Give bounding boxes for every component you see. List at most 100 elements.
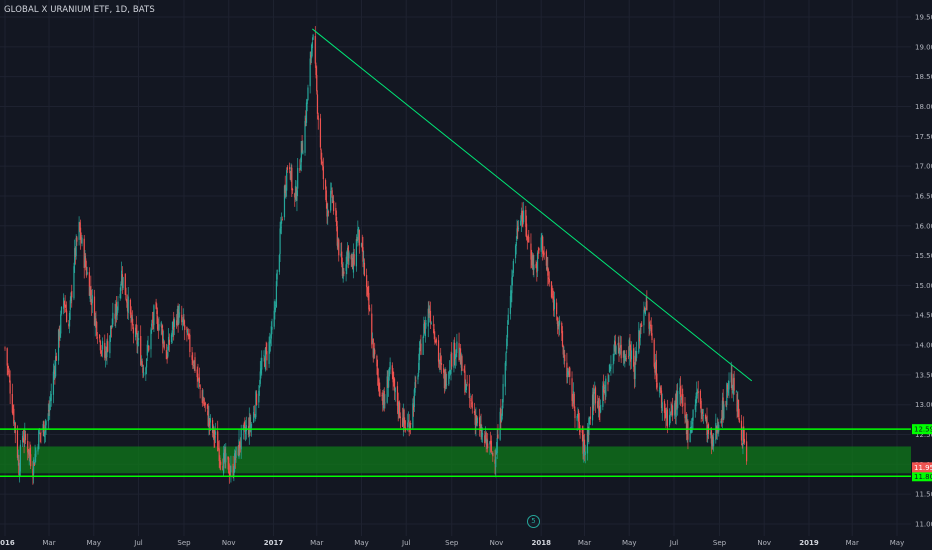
candle[interactable] — [653, 337, 655, 369]
candle[interactable] — [63, 293, 65, 315]
candle[interactable] — [120, 281, 122, 299]
candle[interactable] — [184, 320, 186, 341]
candle[interactable] — [9, 370, 11, 404]
candle[interactable] — [132, 310, 134, 330]
candle[interactable] — [684, 397, 686, 424]
candle[interactable] — [396, 381, 399, 415]
candle[interactable] — [617, 336, 619, 354]
candle[interactable] — [311, 37, 313, 57]
candle[interactable] — [605, 375, 607, 400]
candle[interactable] — [248, 407, 250, 445]
candle[interactable] — [27, 449, 30, 459]
candle[interactable] — [71, 284, 73, 308]
candle[interactable] — [239, 441, 241, 456]
candle[interactable] — [558, 315, 561, 336]
candle[interactable] — [70, 291, 72, 304]
candle[interactable] — [597, 395, 599, 409]
candle[interactable] — [66, 301, 68, 323]
candle[interactable] — [101, 337, 104, 358]
candle[interactable] — [440, 355, 443, 374]
candle[interactable] — [737, 391, 739, 417]
candle[interactable] — [677, 382, 679, 416]
candle[interactable] — [419, 339, 421, 352]
candle[interactable] — [424, 316, 426, 343]
candle[interactable] — [24, 422, 26, 448]
candle[interactable] — [8, 365, 10, 375]
time-axis[interactable]: 2016 Mar May Jul Sep Nov 2017 Mar May Jul Sep Nov 20… — [0, 536, 932, 550]
candle[interactable] — [310, 51, 312, 65]
candle[interactable] — [561, 321, 563, 341]
candle[interactable] — [214, 430, 216, 448]
candle[interactable] — [217, 441, 220, 450]
candle[interactable] — [81, 235, 83, 247]
candle[interactable] — [490, 431, 492, 453]
candle[interactable] — [638, 330, 641, 349]
candle[interactable] — [535, 260, 537, 269]
candle[interactable] — [553, 291, 556, 317]
candle[interactable] — [366, 286, 368, 298]
candle[interactable] — [242, 424, 245, 440]
candle[interactable] — [542, 235, 544, 261]
candle[interactable] — [202, 389, 204, 401]
candle[interactable] — [18, 454, 20, 476]
candle[interactable] — [294, 180, 297, 202]
candle[interactable] — [435, 337, 437, 346]
candle[interactable] — [196, 366, 198, 388]
candle[interactable] — [536, 261, 538, 282]
candle[interactable] — [557, 321, 559, 330]
candle[interactable] — [502, 374, 504, 409]
candle[interactable] — [461, 354, 463, 372]
candle[interactable] — [332, 196, 334, 204]
candle[interactable] — [429, 301, 432, 329]
candle[interactable] — [507, 308, 509, 326]
candle[interactable] — [181, 305, 183, 326]
candle[interactable] — [536, 250, 539, 278]
candle[interactable] — [268, 336, 270, 368]
candle[interactable] — [8, 368, 11, 383]
candle[interactable] — [743, 416, 745, 444]
candle[interactable] — [679, 378, 681, 405]
candle[interactable] — [383, 387, 385, 412]
candle[interactable] — [458, 332, 460, 362]
candle[interactable] — [93, 289, 96, 326]
candle[interactable] — [125, 287, 127, 301]
candle[interactable] — [54, 365, 56, 385]
candle[interactable] — [50, 383, 52, 407]
candle[interactable] — [340, 242, 342, 258]
candle[interactable] — [253, 405, 256, 418]
candle[interactable] — [433, 323, 435, 340]
candle[interactable] — [517, 220, 519, 240]
candle[interactable] — [290, 163, 292, 182]
candle[interactable] — [378, 377, 380, 396]
candle[interactable] — [497, 424, 499, 439]
candle[interactable] — [337, 236, 339, 251]
candle[interactable] — [181, 319, 184, 331]
candle[interactable] — [362, 236, 364, 268]
candle[interactable] — [379, 382, 381, 398]
candle[interactable] — [48, 400, 50, 417]
candle[interactable] — [674, 393, 677, 424]
candle[interactable] — [227, 456, 229, 470]
candle[interactable] — [207, 403, 209, 428]
candle[interactable] — [505, 351, 507, 371]
candle[interactable] — [671, 397, 674, 422]
candle[interactable] — [122, 276, 124, 291]
candle[interactable] — [22, 429, 24, 443]
candle[interactable] — [104, 334, 106, 361]
candle[interactable] — [593, 388, 595, 411]
candle[interactable] — [655, 353, 657, 376]
candle[interactable] — [394, 386, 396, 402]
candle[interactable] — [608, 374, 610, 383]
candle[interactable] — [225, 443, 227, 469]
candle[interactable] — [526, 236, 528, 250]
candle[interactable] — [725, 400, 727, 408]
candle[interactable] — [161, 323, 163, 335]
candle[interactable] — [208, 405, 210, 436]
candle[interactable] — [398, 401, 400, 419]
candle[interactable] — [615, 344, 617, 355]
candle[interactable] — [448, 360, 451, 379]
candle[interactable] — [599, 406, 601, 422]
candle[interactable] — [532, 253, 534, 276]
candle[interactable] — [135, 316, 137, 335]
